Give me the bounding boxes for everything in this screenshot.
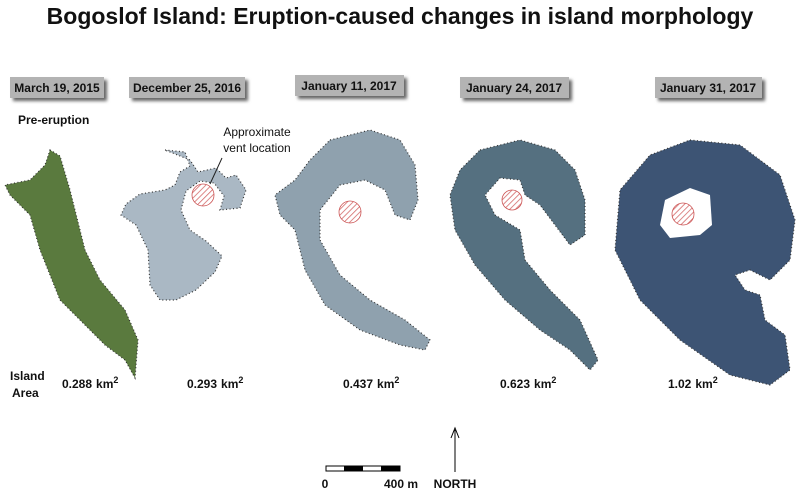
island <box>4 149 139 381</box>
area-unit-exponent: 2 <box>713 375 718 385</box>
area-number: 1.02 <box>668 377 692 391</box>
island <box>274 129 431 351</box>
vent-label: vent location <box>223 141 290 155</box>
vent <box>191 183 215 207</box>
date: January 11, 2017 <box>301 79 397 93</box>
vent-label: Approximate <box>223 125 291 139</box>
pre-eruption-label: Pre-eruption <box>18 113 89 127</box>
area-number: 0.288 <box>62 377 92 391</box>
vent <box>501 189 523 211</box>
date: January 31, 2017 <box>660 81 756 95</box>
area-unit: km <box>221 377 238 391</box>
area-unit: km <box>534 377 551 391</box>
area-value: 0.623 km2 <box>500 375 556 391</box>
area-unit-exponent: 2 <box>238 375 243 385</box>
vent <box>671 202 695 226</box>
scale-end: 400 m <box>384 477 418 491</box>
date-labels: March 19, 2015 December 25, 2016 January… <box>10 75 762 98</box>
vent <box>338 200 362 224</box>
area-value: 1.02 km2 <box>668 375 718 391</box>
leader-line <box>209 157 223 185</box>
area-values: 0.288 km2 0.293 km2 0.437 km2 0.623 km2 1.02 km2 <box>62 375 718 391</box>
date-box <box>129 77 245 98</box>
north-arrowhead <box>450 426 460 439</box>
area-unit-exponent: 2 <box>394 375 399 385</box>
area-unit-exponent: 2 <box>113 375 118 385</box>
date: January 24, 2017 <box>466 81 562 95</box>
date: December 25, 2016 <box>133 81 241 95</box>
north-label: NORTH <box>434 477 477 491</box>
area-number: 0.437 <box>343 377 373 391</box>
area-unit-exponent: 2 <box>551 375 556 385</box>
island <box>614 139 796 386</box>
area-value: 0.288 km2 <box>62 375 118 391</box>
scale-bar-segment <box>381 466 400 471</box>
date-box <box>10 77 104 98</box>
scale-start: 0 <box>322 477 329 491</box>
area-label: Area <box>12 386 39 400</box>
area-number: 0.623 <box>500 377 530 391</box>
area-unit: km <box>695 377 712 391</box>
date-box <box>655 77 762 98</box>
area-value: 0.437 km2 <box>343 375 399 391</box>
area-label: Island <box>10 369 45 383</box>
date: March 19, 2015 <box>14 81 100 95</box>
area-number: 0.293 <box>187 377 217 391</box>
island <box>120 149 247 301</box>
date-box <box>460 77 569 98</box>
scale-bar-segment <box>344 466 363 471</box>
area-unit: km <box>377 377 394 391</box>
date-box <box>295 75 404 96</box>
title: Bogoslof Island: Eruption-caused changes… <box>47 3 754 29</box>
area-value: 0.293 km2 <box>187 375 243 391</box>
island <box>449 139 599 371</box>
area-unit: km <box>96 377 113 391</box>
